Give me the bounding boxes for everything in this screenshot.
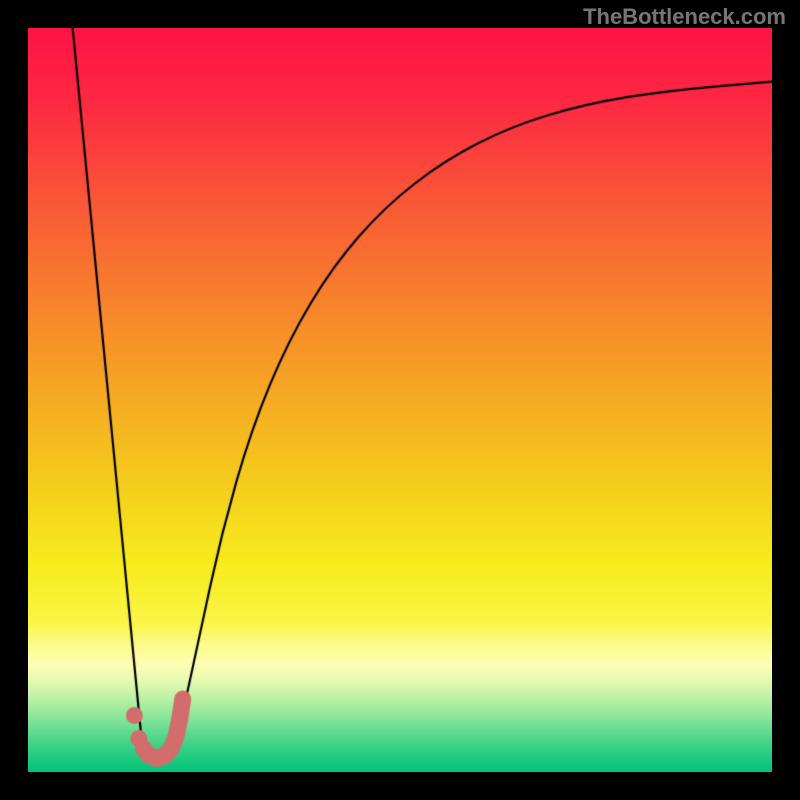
chart-canvas bbox=[28, 28, 772, 772]
bottleneck-curve-chart bbox=[28, 28, 772, 772]
watermark-text: TheBottleneck.com bbox=[583, 4, 786, 30]
chart-frame: TheBottleneck.com bbox=[0, 0, 800, 800]
